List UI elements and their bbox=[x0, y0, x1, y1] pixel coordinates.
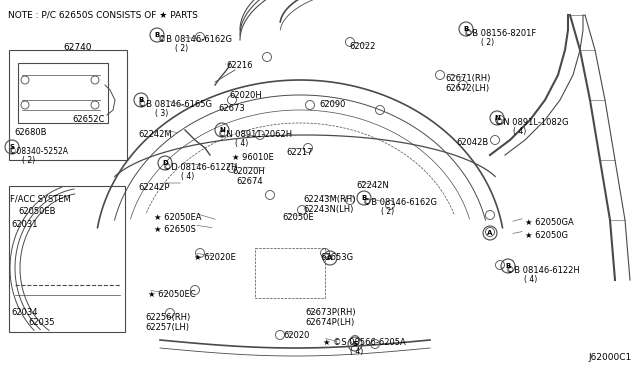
Text: 62090: 62090 bbox=[319, 100, 346, 109]
Text: ★ 62650S: ★ 62650S bbox=[154, 225, 196, 234]
Text: ★ 62020E: ★ 62020E bbox=[194, 253, 236, 262]
Text: 62031: 62031 bbox=[11, 220, 38, 229]
Text: F/ACC SYSTEM: F/ACC SYSTEM bbox=[10, 195, 71, 204]
Text: B: B bbox=[138, 97, 143, 103]
Text: 62243M(RH): 62243M(RH) bbox=[303, 195, 355, 204]
Text: 62020H: 62020H bbox=[229, 91, 262, 100]
Text: ( 3): ( 3) bbox=[155, 109, 168, 118]
Text: ©D 08146-6122H: ©D 08146-6122H bbox=[163, 163, 237, 172]
Text: A: A bbox=[327, 255, 333, 261]
Text: ©N 08911-2062H: ©N 08911-2062H bbox=[218, 130, 292, 139]
Text: ★ 62050GA: ★ 62050GA bbox=[525, 218, 573, 227]
Text: ( 4): ( 4) bbox=[181, 172, 195, 181]
Text: 62034: 62034 bbox=[11, 308, 38, 317]
Text: ★ 96010E: ★ 96010E bbox=[232, 153, 274, 162]
Text: ©B 08146-6122H: ©B 08146-6122H bbox=[506, 266, 580, 275]
Text: ( 4): ( 4) bbox=[235, 139, 248, 148]
Text: 62652C: 62652C bbox=[72, 115, 104, 124]
Text: 62740: 62740 bbox=[63, 43, 92, 52]
Text: 62673: 62673 bbox=[218, 104, 244, 113]
Text: 62673P(RH): 62673P(RH) bbox=[305, 308, 356, 317]
Text: ( 4): ( 4) bbox=[350, 347, 364, 356]
Text: 62020: 62020 bbox=[283, 331, 309, 340]
Text: ©B 08156-8201F: ©B 08156-8201F bbox=[464, 29, 536, 38]
Text: ★ 62050EA: ★ 62050EA bbox=[154, 213, 202, 222]
Text: ( 2): ( 2) bbox=[381, 207, 394, 216]
Text: 62674P(LH): 62674P(LH) bbox=[305, 318, 355, 327]
Text: ★ 62050EC: ★ 62050EC bbox=[148, 290, 196, 299]
Bar bbox=[255, 248, 325, 298]
Text: ( 2): ( 2) bbox=[22, 156, 35, 165]
Text: 62671(RH): 62671(RH) bbox=[445, 74, 490, 83]
Text: 62672(LH): 62672(LH) bbox=[445, 84, 489, 93]
Text: 62217: 62217 bbox=[286, 148, 312, 157]
Text: 62242M: 62242M bbox=[138, 130, 172, 139]
Text: ©B 08146-6162G: ©B 08146-6162G bbox=[158, 35, 232, 44]
Bar bbox=[18, 63, 108, 123]
Text: N: N bbox=[219, 127, 225, 133]
Text: 62653G: 62653G bbox=[320, 253, 353, 262]
Text: 62242P: 62242P bbox=[138, 183, 170, 192]
Text: ( 4): ( 4) bbox=[513, 127, 526, 136]
Text: A: A bbox=[487, 230, 493, 236]
Text: ★ ©S 08566-6205A: ★ ©S 08566-6205A bbox=[323, 338, 406, 347]
Text: ( 2): ( 2) bbox=[175, 44, 188, 53]
Text: 62020H: 62020H bbox=[232, 167, 265, 176]
Text: 62022: 62022 bbox=[349, 42, 376, 51]
Text: B: B bbox=[154, 32, 159, 38]
Text: 62216: 62216 bbox=[226, 61, 253, 70]
Text: 62257(LH): 62257(LH) bbox=[145, 323, 189, 332]
Text: ( 4): ( 4) bbox=[524, 275, 537, 284]
Text: ©08340-5252A: ©08340-5252A bbox=[9, 147, 68, 156]
Text: S: S bbox=[10, 144, 15, 150]
Bar bbox=[9, 50, 127, 160]
Text: B: B bbox=[362, 195, 367, 201]
Text: B: B bbox=[463, 26, 468, 32]
Text: D: D bbox=[162, 160, 168, 166]
Text: 62050EB: 62050EB bbox=[18, 207, 56, 216]
Text: S: S bbox=[353, 341, 358, 347]
Text: 62674: 62674 bbox=[236, 177, 262, 186]
Text: ( 2): ( 2) bbox=[481, 38, 494, 47]
Text: ©B 08146-6165G: ©B 08146-6165G bbox=[138, 100, 212, 109]
Text: 62680B: 62680B bbox=[14, 128, 47, 137]
Text: 62242N: 62242N bbox=[356, 181, 388, 190]
Text: 62035: 62035 bbox=[28, 318, 54, 327]
Text: NOTE : P/C 62650S CONSISTS OF ★ PARTS: NOTE : P/C 62650S CONSISTS OF ★ PARTS bbox=[8, 10, 198, 19]
Text: 62042B: 62042B bbox=[456, 138, 488, 147]
Text: ©B 08146-6162G: ©B 08146-6162G bbox=[363, 198, 437, 207]
Text: 62050E: 62050E bbox=[282, 213, 314, 222]
Text: 62243N(LH): 62243N(LH) bbox=[303, 205, 353, 214]
Text: 62256(RH): 62256(RH) bbox=[145, 313, 190, 322]
Bar bbox=[9, 186, 125, 332]
Text: ★ 62050G: ★ 62050G bbox=[525, 231, 568, 240]
Text: ©N 0891L-1082G: ©N 0891L-1082G bbox=[495, 118, 568, 127]
Text: B: B bbox=[506, 263, 511, 269]
Text: J62000C1: J62000C1 bbox=[589, 353, 632, 362]
Text: N: N bbox=[494, 115, 500, 121]
